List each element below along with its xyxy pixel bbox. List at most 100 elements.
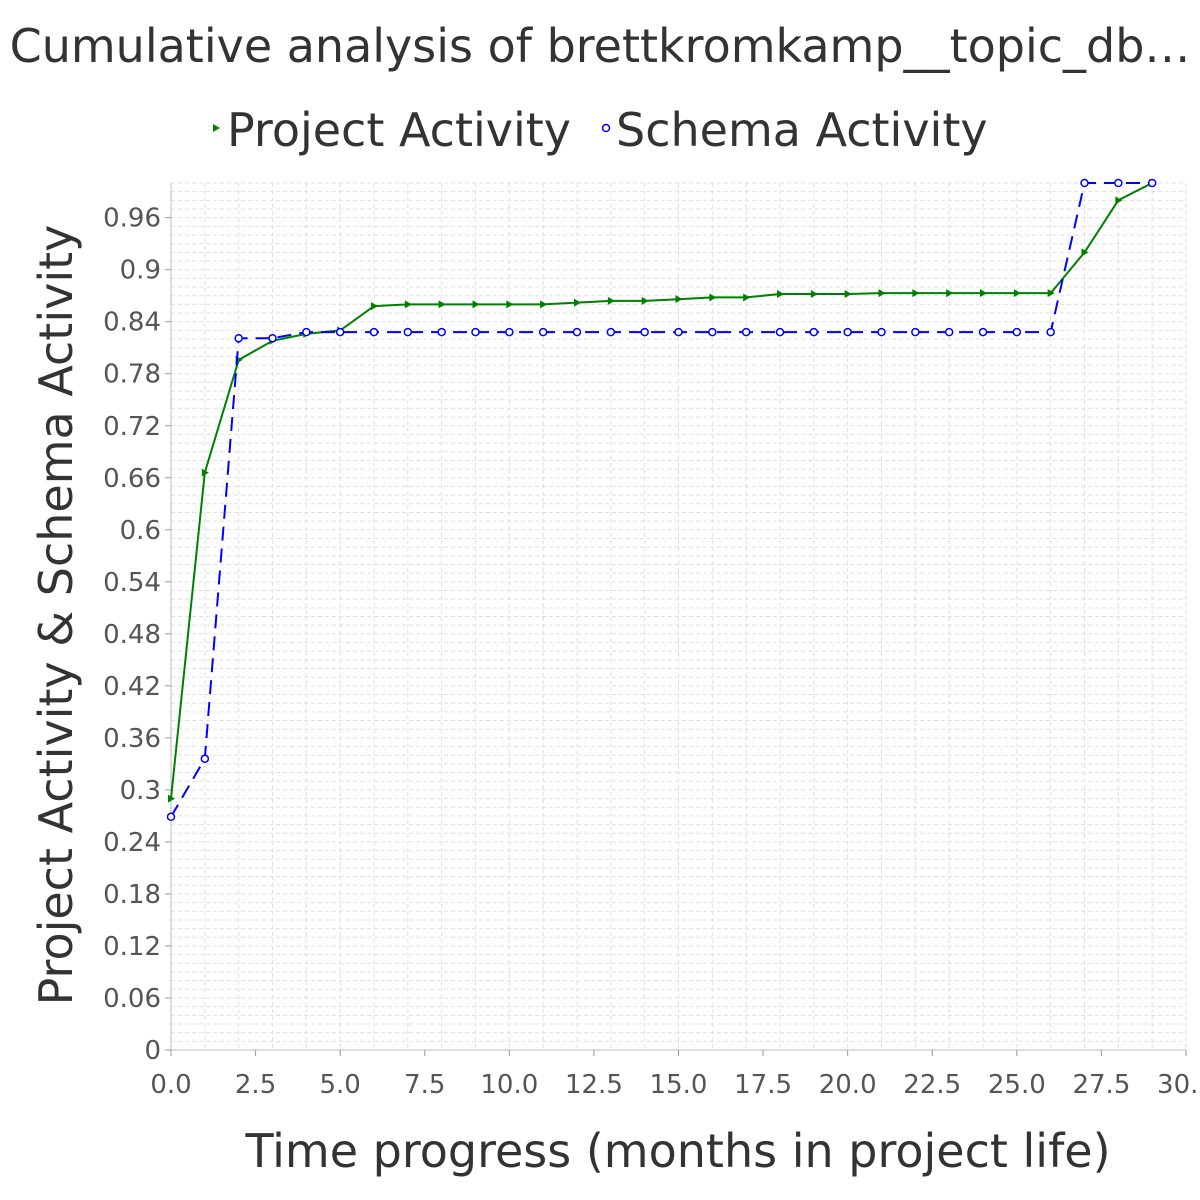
schema-activity-point <box>1012 327 1022 337</box>
x-tick-label: 27.5 <box>1072 1070 1130 1100</box>
series-layer <box>166 178 1157 822</box>
y-tick-label: 0.66 <box>103 464 161 494</box>
project-activity-point <box>607 296 615 305</box>
schema-activity-point <box>403 327 413 337</box>
y-tick-label: 0.42 <box>103 672 161 702</box>
y-tick-label: 0.12 <box>103 932 161 962</box>
legend-label: Project Activity <box>227 103 571 157</box>
legend-marker-schema-activity <box>601 123 611 133</box>
y-axis-title: Project Activity & Schema Activity <box>29 225 83 1006</box>
schema-activity-point <box>1080 178 1089 188</box>
x-tick-label: 0.0 <box>150 1070 191 1100</box>
project-activity-point <box>980 289 987 298</box>
project-activity-point <box>641 296 649 305</box>
project-activity-point <box>574 298 581 307</box>
project-activity-point <box>709 293 717 302</box>
project-activity-point <box>472 300 480 309</box>
schema-activity-point <box>877 327 886 337</box>
y-tick-label: 0.18 <box>103 880 161 910</box>
project-activity-point <box>1081 248 1089 257</box>
schema-activity-point <box>369 327 379 337</box>
schema-activity-point <box>268 333 277 343</box>
schema-activity-point <box>809 327 819 337</box>
project-activity-point <box>201 468 209 477</box>
y-tick-label: 0.96 <box>103 204 161 234</box>
y-tick-label: 0 <box>144 1036 161 1066</box>
x-tick-label: 12.5 <box>565 1070 623 1100</box>
x-tick-label: 5.0 <box>319 1070 360 1100</box>
project-activity-point <box>438 300 446 309</box>
project-activity-point <box>912 289 920 298</box>
project-activity-point <box>878 289 886 298</box>
project-activity-point <box>743 293 751 302</box>
project-activity-point <box>675 295 683 304</box>
x-tick-label: 30.0 <box>1157 1070 1200 1100</box>
y-tick-label: 0.78 <box>103 360 161 390</box>
schema-activity-point <box>437 327 446 337</box>
schema-activity-point <box>335 327 345 337</box>
project-activity-point <box>404 300 412 309</box>
legend-marker-project-activity <box>213 124 220 132</box>
schema-activity-point <box>944 327 954 337</box>
series-line-project-activity <box>170 182 1153 799</box>
grid <box>170 182 1187 1051</box>
x-tick-label: 22.5 <box>903 1070 961 1100</box>
project-activity-point <box>1115 196 1123 205</box>
x-tick-label: 20.0 <box>819 1070 877 1100</box>
y-tick-label: 0.06 <box>103 984 161 1014</box>
schema-activity-point <box>471 327 480 337</box>
series-line-schema-activity <box>170 182 1153 818</box>
y-tick-label: 0.72 <box>103 412 161 442</box>
project-activity-point <box>371 302 378 311</box>
schema-activity-point <box>200 754 210 763</box>
chart-title: Cumulative analysis of brettkromkamp__to… <box>10 19 1191 73</box>
schema-activity-point <box>843 327 852 337</box>
y-tick-label: 0.3 <box>120 776 161 806</box>
legend: Project Activity Schema Activity <box>213 103 988 157</box>
project-activity-point <box>1047 289 1055 298</box>
project-activity-point <box>946 289 954 298</box>
schema-activity-point <box>741 327 751 337</box>
y-tick-label: 0.84 <box>103 308 161 338</box>
schema-activity-point <box>538 327 548 337</box>
schema-activity-point <box>572 327 582 337</box>
x-tick-label: 7.5 <box>404 1070 445 1100</box>
project-activity-point <box>168 794 175 803</box>
y-tick-label: 0.6 <box>120 516 161 546</box>
project-activity-point <box>810 289 818 298</box>
schema-activity-point <box>640 327 649 337</box>
project-activity-point <box>844 289 852 298</box>
legend-label: Schema Activity <box>616 103 988 157</box>
schema-activity-point <box>166 812 176 822</box>
x-tick-label: 25.0 <box>988 1070 1046 1100</box>
y-tick-label: 0.9 <box>120 256 161 286</box>
project-activity-point <box>506 300 514 309</box>
x-tick-label: 2.5 <box>235 1070 276 1100</box>
schema-activity-point <box>1147 178 1157 188</box>
y-tick-label: 0.48 <box>103 620 161 650</box>
project-activity-point <box>1013 289 1021 298</box>
schema-activity-point <box>505 327 514 337</box>
y-tick-label: 0.24 <box>103 828 161 858</box>
schema-activity-point <box>978 327 988 337</box>
x-tick-label: 10.0 <box>480 1070 538 1100</box>
y-tick-label: 0.36 <box>103 724 161 754</box>
axes: 0 0.06 0.12 0.18 0.24 0.3 0.36 0.42 0.48 0.54 0.6 0… <box>103 183 1200 1100</box>
x-tick-label: 17.5 <box>734 1070 792 1100</box>
schema-activity-point <box>775 327 785 337</box>
schema-activity-point <box>708 327 717 337</box>
schema-activity-point <box>302 327 311 337</box>
schema-activity-point <box>1046 327 1055 337</box>
project-activity-point <box>540 300 548 309</box>
schema-activity-point <box>234 333 243 343</box>
schema-activity-point <box>606 327 616 337</box>
y-tick-label: 0.54 <box>103 568 161 598</box>
schema-activity-point <box>911 327 920 337</box>
schema-activity-point <box>674 327 683 337</box>
x-tick-label: 15.0 <box>650 1070 708 1100</box>
schema-activity-point <box>1114 178 1123 188</box>
x-axis-title: Time progress (months in project life) <box>244 1124 1110 1178</box>
